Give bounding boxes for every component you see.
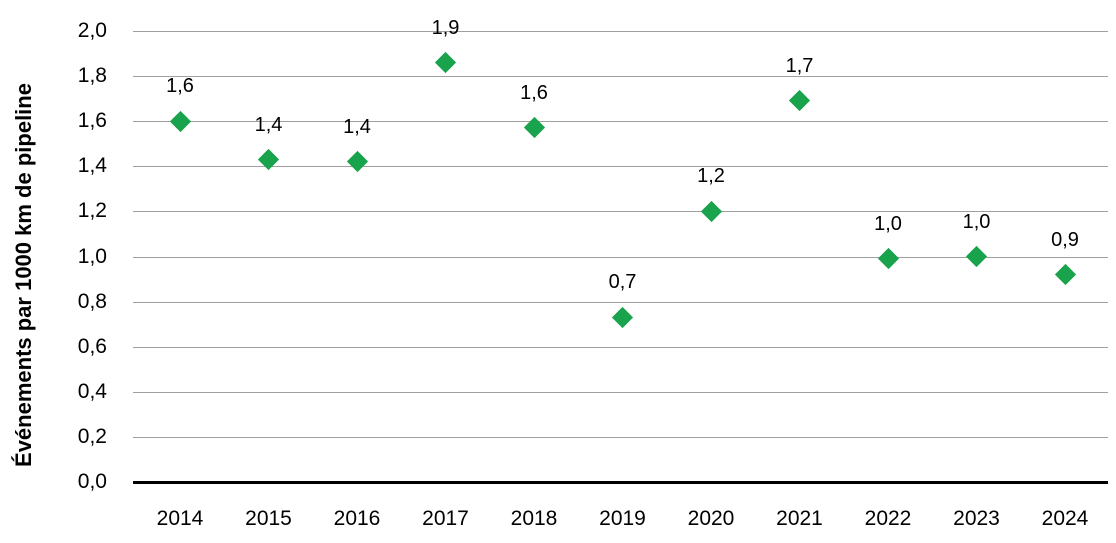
gridline <box>133 256 1108 258</box>
data-point-diamond <box>611 306 634 328</box>
y-axis-tick-label: 1,8 <box>77 64 107 88</box>
data-point-label: 1,6 <box>166 75 194 98</box>
gridline <box>133 436 1108 438</box>
x-axis-tick-label: 2022 <box>864 507 912 530</box>
y-axis-tick-label: 2,0 <box>77 19 107 42</box>
data-point-diamond <box>877 248 899 270</box>
data-point-label: 0,9 <box>1051 228 1079 251</box>
gridline <box>133 121 1108 123</box>
y-axis-tick-label: 0,6 <box>77 334 107 358</box>
gridline <box>133 346 1108 348</box>
y-axis-tick-label: 0,8 <box>77 289 107 313</box>
data-point-label: 1,2 <box>697 165 725 188</box>
gridline <box>133 166 1108 168</box>
data-point-label: 1,7 <box>785 54 814 77</box>
data-point-diamond <box>700 200 722 222</box>
x-axis-tick-label: 2018 <box>510 507 558 530</box>
data-point-label: 1,0 <box>962 210 991 233</box>
gridline <box>133 211 1108 213</box>
x-axis-tick-label: 2019 <box>599 507 646 530</box>
y-axis-tick-label: 0,0 <box>77 470 107 493</box>
gridline <box>133 391 1108 393</box>
data-point-label: 0,7 <box>608 271 637 294</box>
data-point-diamond <box>1054 263 1076 286</box>
x-axis-tick-label: 2016 <box>333 507 381 530</box>
x-axis-tick-label: 2014 <box>156 507 204 530</box>
data-point-label: 1,0 <box>874 212 902 235</box>
x-axis-line <box>133 481 1108 484</box>
y-axis-tick-label: 0,4 <box>77 379 107 403</box>
data-point-label: 1,4 <box>343 115 371 138</box>
y-axis-tick-label: 1,0 <box>77 244 107 268</box>
gridline <box>133 76 1108 78</box>
data-point-label: 1,4 <box>254 113 283 136</box>
gridline <box>133 301 1108 303</box>
y-axis-tick-label: 1,2 <box>77 199 107 223</box>
x-axis-tick-label: 2017 <box>422 507 469 530</box>
data-point-label: 1,9 <box>431 16 460 39</box>
y-axis-title: Événements par 1000 km de pipeline <box>11 83 36 467</box>
x-axis-tick-label: 2023 <box>953 507 1000 530</box>
x-axis-tick-label: 2015 <box>245 507 292 530</box>
x-axis-tick-label: 2024 <box>1041 507 1089 530</box>
gridline <box>133 31 1108 32</box>
data-point-diamond <box>434 51 457 74</box>
y-axis-tick-label: 1,6 <box>77 109 107 133</box>
data-point-diamond <box>965 245 988 268</box>
x-axis-tick-label: 2020 <box>687 507 735 530</box>
data-point-diamond <box>788 90 811 112</box>
y-axis-tick-label: 1,4 <box>77 154 107 178</box>
y-axis-tick-label: 0,2 <box>77 424 107 448</box>
x-axis-tick-label: 2021 <box>776 507 823 530</box>
data-point-diamond <box>346 151 368 173</box>
data-point-label: 1,6 <box>520 81 548 104</box>
data-point-diamond <box>169 110 191 132</box>
